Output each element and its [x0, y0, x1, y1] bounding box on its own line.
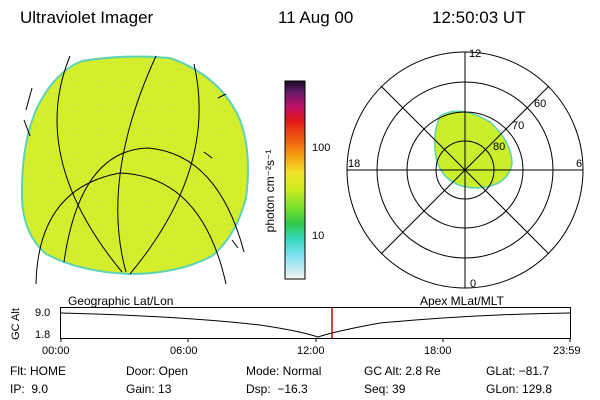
- info-dsp: Dsp: −16.3: [246, 382, 308, 396]
- altitude-tick-low: 1.8: [35, 329, 51, 341]
- time-tick-0000: 00:00: [42, 345, 70, 357]
- instrument-title: Ultraviolet Imager: [20, 8, 154, 27]
- info-flight: Flt: HOME: [10, 364, 66, 378]
- mlt-label-6: 6: [576, 158, 583, 170]
- info-ip: IP: 9.0: [10, 382, 49, 396]
- lat-label-70: 70: [512, 120, 525, 132]
- apex-caption: Apex MLat/MLT: [420, 294, 504, 308]
- mlt-label-12: 12: [469, 48, 482, 60]
- time-tick-1200: 12:00: [297, 345, 325, 357]
- info-mode: Mode: Normal: [246, 364, 322, 378]
- colorbar-tick-10: 10: [312, 230, 325, 242]
- mlt-label-18: 18: [348, 158, 361, 170]
- colorbar-tick-100: 100: [312, 142, 331, 154]
- polar-plot: [346, 51, 584, 289]
- observation-date: 11 Aug 00: [278, 8, 354, 27]
- time-tick-2359: 23:59: [553, 345, 581, 357]
- mlt-label-0: 0: [470, 278, 477, 290]
- altitude-plot: [60, 307, 571, 342]
- altitude-ylabel: GC Alt: [10, 308, 22, 340]
- observation-time: 12:50:03 UT: [432, 8, 526, 27]
- time-tick-1800: 18:00: [424, 345, 452, 357]
- info-glon: GLon: 129.8: [486, 382, 553, 396]
- time-tick-0600: 06:00: [170, 345, 198, 357]
- altitude-tick-high: 9.0: [35, 307, 51, 319]
- colorbar: [284, 80, 306, 280]
- geographic-caption: Geographic Lat/Lon: [68, 294, 174, 308]
- info-door: Door: Open: [126, 364, 189, 378]
- info-gain: Gain: 13: [126, 382, 172, 396]
- colorbar-unit-label: photon cm⁻²s⁻¹: [263, 149, 277, 233]
- info-seq: Seq: 39: [364, 382, 406, 396]
- geographic-image: [20, 55, 249, 285]
- info-glat: GLat: −81.7: [486, 364, 550, 378]
- info-gc-alt: GC Alt: 2.8 Re: [364, 364, 441, 378]
- lat-label-60: 60: [534, 98, 547, 110]
- lat-label-80: 80: [493, 141, 506, 153]
